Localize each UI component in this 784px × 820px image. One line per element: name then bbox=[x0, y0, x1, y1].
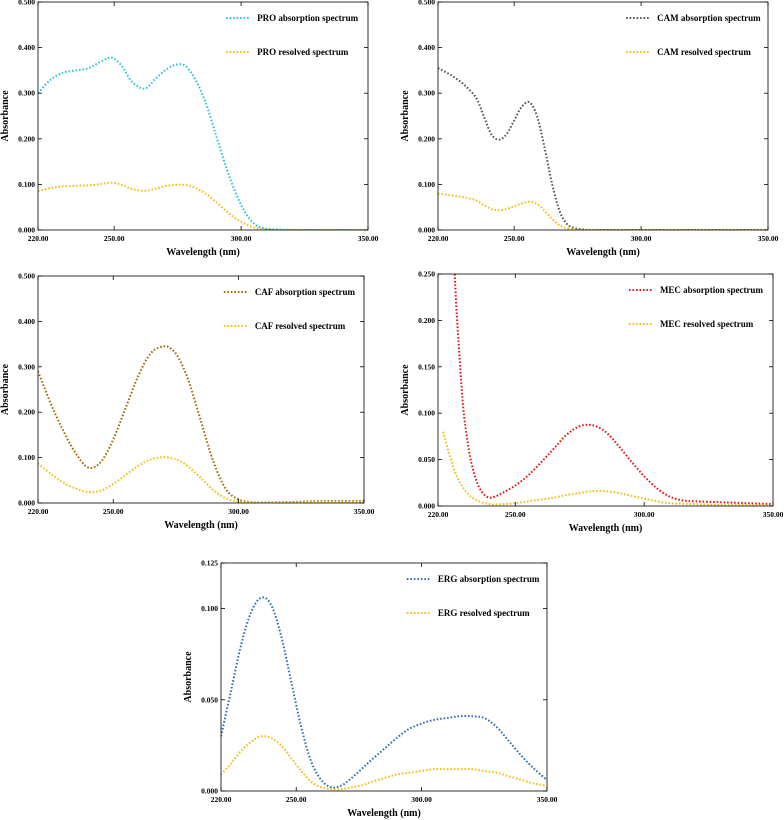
caf-ytick-label: 0.400 bbox=[18, 317, 35, 326]
caf-x-axis-title: Wavelength (nm) bbox=[164, 520, 238, 531]
cam-ytick-label: 0.100 bbox=[418, 180, 435, 189]
pro-plot-frame bbox=[37, 1, 369, 231]
erg-ytick-label: 0.125 bbox=[201, 559, 218, 568]
erg-xtick-label: 250.00 bbox=[286, 795, 307, 804]
mec-xtick-label: 250.00 bbox=[505, 510, 526, 519]
mec-ytick-label: 0.250 bbox=[418, 270, 435, 279]
mec-xtick-label: 220.00 bbox=[428, 510, 449, 519]
chart-erg: 0.000 0.050 0.100 0.125 220.00 250.00 300.00 35… bbox=[183, 559, 558, 820]
pro-legend-label-1: PRO resolved spectrum bbox=[257, 47, 349, 57]
cam-legend-label-0: CAM absorption spectrum bbox=[657, 13, 761, 23]
chart-pro: 0.000 0.100 0.200 0.300 0.400 0.500 220.00 250.… bbox=[0, 0, 379, 258]
erg-x-axis-title: Wavelength (nm) bbox=[347, 808, 421, 819]
caf-ytick-label: 0.300 bbox=[18, 362, 35, 371]
erg-xtick-label: 300.00 bbox=[411, 795, 432, 804]
mec-ytick-label: 0.150 bbox=[418, 362, 435, 371]
pro-xtick-label: 350.00 bbox=[358, 234, 379, 243]
caf-xtick-label: 350.00 bbox=[354, 507, 375, 516]
cam-ytick-label: 0.300 bbox=[418, 89, 435, 98]
mec-series-1-line bbox=[442, 431, 773, 506]
caf-series-0-line bbox=[38, 345, 364, 503]
cam-legend-label-1: CAM resolved spectrum bbox=[657, 47, 751, 57]
cam-ytick-label: 0.200 bbox=[418, 134, 435, 143]
erg-xtick-label: 220.00 bbox=[211, 795, 232, 804]
mec-ytick-label: 0.200 bbox=[418, 316, 435, 325]
mec-legend-label-0: MEC absorption spectrum bbox=[660, 285, 764, 295]
pro-xtick-label: 300.00 bbox=[231, 234, 252, 243]
caf-series-1-line bbox=[38, 456, 364, 503]
cam-ytick-label: 0.000 bbox=[418, 226, 435, 235]
pro-ytick-label: 0.400 bbox=[18, 43, 35, 52]
mec-series-0-line bbox=[453, 274, 773, 506]
caf-legend-label-0: CAF absorption spectrum bbox=[255, 287, 356, 297]
mec-y-axis-title: Absorbance bbox=[400, 364, 411, 416]
caf-xtick-label: 300.00 bbox=[228, 507, 249, 516]
mec-xtick-label: 350.00 bbox=[763, 510, 784, 519]
erg-ytick-label: 0.050 bbox=[201, 695, 218, 704]
caf-ytick-label: 0.100 bbox=[18, 453, 35, 462]
cam-series-0-line bbox=[438, 67, 768, 230]
caf-ytick-label: 0.000 bbox=[18, 499, 35, 508]
mec-ytick-label: 0.100 bbox=[418, 409, 435, 418]
pro-ytick-label: 0.000 bbox=[18, 226, 35, 235]
erg-legend-label-0: ERG absorption spectrum bbox=[438, 574, 540, 584]
pro-xtick-label: 220.00 bbox=[28, 234, 49, 243]
erg-series-1-line bbox=[221, 735, 547, 791]
caf-plot-frame bbox=[37, 275, 365, 504]
mec-ytick-label: 0.050 bbox=[418, 455, 435, 464]
erg-series-0-line bbox=[221, 596, 547, 789]
cam-xtick-label: 220.00 bbox=[428, 234, 449, 243]
erg-ytick-label: 0.100 bbox=[201, 604, 218, 613]
cam-ytick-label: 0.500 bbox=[418, 0, 435, 7]
erg-plot-frame bbox=[220, 562, 548, 792]
pro-ytick-label: 0.500 bbox=[18, 0, 35, 7]
chart-cam: 0.000 0.100 0.200 0.300 0.400 0.500 220.00 250.… bbox=[400, 0, 779, 258]
caf-y-axis-title: Absorbance bbox=[0, 363, 11, 415]
cam-plot-frame bbox=[437, 1, 769, 231]
mec-xtick-label: 300.00 bbox=[634, 510, 655, 519]
mec-ytick-label: 0.000 bbox=[418, 502, 435, 511]
pro-ytick-label: 0.100 bbox=[18, 180, 35, 189]
chart-caf: 0.000 0.100 0.200 0.300 0.400 0.500 220.00 250.… bbox=[0, 272, 375, 532]
cam-y-axis-title: Absorbance bbox=[400, 90, 411, 142]
cam-xtick-label: 350.00 bbox=[758, 234, 779, 243]
pro-x-axis-title: Wavelength (nm) bbox=[166, 247, 240, 258]
mec-plot-frame bbox=[437, 273, 774, 507]
pro-series-1-line bbox=[38, 181, 368, 230]
pro-legend-label-0: PRO absorption spectrum bbox=[257, 13, 359, 23]
mec-x-axis-title: Wavelength (nm) bbox=[569, 523, 643, 534]
pro-xtick-label: 250.00 bbox=[104, 234, 125, 243]
caf-ytick-label: 0.200 bbox=[18, 408, 35, 417]
cam-x-axis-title: Wavelength (nm) bbox=[566, 247, 640, 258]
cam-xtick-label: 250.00 bbox=[504, 234, 525, 243]
caf-ytick-label: 0.500 bbox=[18, 272, 35, 281]
erg-xtick-label: 350.00 bbox=[537, 795, 558, 804]
caf-legend-label-1: CAF resolved spectrum bbox=[255, 321, 346, 331]
cam-xtick-label: 300.00 bbox=[631, 234, 652, 243]
pro-series-0-line bbox=[38, 56, 368, 230]
erg-ytick-label: 0.000 bbox=[201, 787, 218, 796]
pro-ytick-label: 0.300 bbox=[18, 89, 35, 98]
pro-y-axis-title: Absorbance bbox=[0, 90, 11, 142]
caf-xtick-label: 220.00 bbox=[28, 507, 49, 516]
mec-legend-label-1: MEC resolved spectrum bbox=[660, 319, 754, 329]
erg-y-axis-title: Absorbance bbox=[183, 651, 194, 703]
erg-legend-label-1: ERG resolved spectrum bbox=[438, 608, 530, 618]
cam-series-1-line bbox=[438, 192, 768, 230]
chart-mec: 0.000 0.050 0.100 0.150 0.200 0.250 220.00 250.… bbox=[400, 270, 784, 535]
pro-ytick-label: 0.200 bbox=[18, 134, 35, 143]
caf-xtick-label: 250.00 bbox=[103, 507, 124, 516]
cam-ytick-label: 0.400 bbox=[418, 43, 435, 52]
